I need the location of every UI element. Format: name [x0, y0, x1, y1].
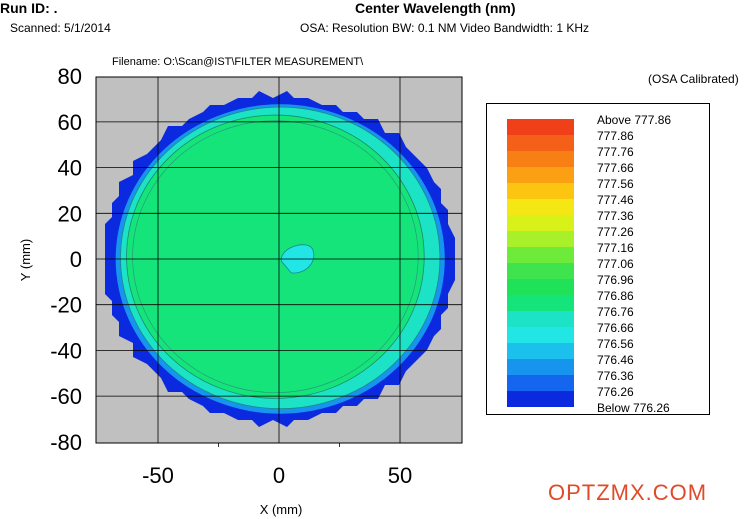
legend-label: 777.26 — [597, 225, 634, 239]
legend-label: Below 776.26 — [597, 401, 670, 415]
legend-label: 776.76 — [597, 305, 634, 319]
y-tick-label: -80 — [50, 430, 82, 455]
legend-swatch — [507, 231, 574, 247]
legend-swatch — [507, 343, 574, 359]
legend-label: 777.56 — [597, 177, 634, 191]
legend-swatch — [507, 375, 574, 391]
legend-swatch — [507, 327, 574, 343]
legend-label: 776.96 — [597, 273, 634, 287]
legend-swatch — [507, 151, 574, 167]
watermark-text: OPTZMX.COM — [548, 480, 708, 505]
y-tick-label: 20 — [58, 201, 82, 226]
x-axis-title: X (mm) — [260, 502, 303, 517]
y-axis-title: Y (mm) — [18, 239, 33, 281]
y-tick-labels: 80 60 40 20 0 -20 -40 -60 -80 — [50, 64, 82, 455]
legend-label: 777.16 — [597, 241, 634, 255]
legend-swatch — [507, 135, 574, 151]
x-tick-label: 50 — [388, 463, 412, 488]
chart-title: Center Wavelength (nm) — [355, 0, 516, 16]
scanned-date: Scanned: 5/1/2014 — [10, 21, 111, 35]
x-tick-label: 0 — [273, 463, 285, 488]
wafer-bulk-zone — [126, 114, 425, 399]
legend-swatch — [507, 183, 574, 199]
y-tick-label: 60 — [58, 110, 82, 135]
legend-swatch — [507, 215, 574, 231]
y-tick-label: 80 — [58, 64, 82, 89]
legend-swatch — [507, 263, 574, 279]
legend-label: 776.36 — [597, 369, 634, 383]
legend-label: 776.86 — [597, 289, 634, 303]
calibration-note: (OSA Calibrated) — [648, 72, 739, 86]
x-tick-label: -50 — [142, 463, 174, 488]
y-tick-label: 40 — [58, 156, 82, 181]
legend-label: 776.46 — [597, 353, 634, 367]
run-id-label: Run ID: . — [0, 0, 58, 16]
legend-swatch — [507, 311, 574, 327]
legend-label: 777.76 — [597, 145, 634, 159]
legend-swatch — [507, 295, 574, 311]
legend-label: 777.66 — [597, 161, 634, 175]
y-tick-label: -60 — [50, 384, 82, 409]
y-tick-label: 0 — [70, 247, 82, 272]
grid-layer — [96, 77, 462, 447]
x-tick-labels: -50 0 50 — [142, 463, 412, 488]
legend-swatch — [507, 247, 574, 263]
plot-frame — [95, 76, 463, 444]
legend-swatch — [507, 279, 574, 295]
legend-label: 776.56 — [597, 337, 634, 351]
legend-label: 777.06 — [597, 257, 634, 271]
legend-label: 776.66 — [597, 321, 634, 335]
filename-label: Filename: O:\Scan@IST\FILTER MEASUREMENT… — [112, 56, 364, 68]
legend-swatch — [507, 391, 574, 407]
legend-label: 777.46 — [597, 193, 634, 207]
legend-label: 777.36 — [597, 209, 634, 223]
y-tick-label: -20 — [50, 293, 82, 318]
legend-label: 776.26 — [597, 385, 634, 399]
legend-swatch — [507, 119, 574, 135]
osa-settings: OSA: Resolution BW: 0.1 NM Video Bandwid… — [300, 21, 590, 35]
legend-swatch — [507, 359, 574, 375]
legend-label: 777.86 — [597, 129, 634, 143]
legend-label: Above 777.86 — [597, 113, 672, 127]
wafer-contour-line — [132, 120, 419, 394]
y-tick-label: -40 — [50, 338, 82, 363]
legend-swatch — [507, 199, 574, 215]
legend-swatch — [507, 167, 574, 183]
